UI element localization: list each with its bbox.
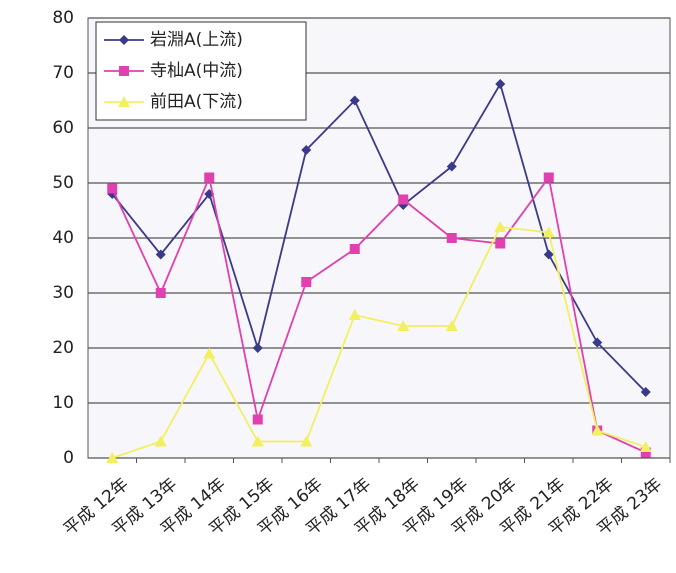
marker [640, 447, 651, 458]
marker [592, 337, 603, 348]
marker [640, 387, 651, 397]
legend-label: 岩淵A(上流) [150, 30, 243, 50]
marker [251, 435, 264, 447]
marker [639, 441, 652, 452]
y-tick-label: 0 [63, 448, 74, 468]
marker [301, 145, 312, 155]
marker [446, 161, 457, 172]
y-tick-label: 50 [52, 173, 74, 193]
marker [252, 414, 263, 425]
y-tick-label: 20 [52, 338, 74, 358]
marker [349, 244, 360, 254]
legend-label: 前田A(下流) [150, 92, 243, 112]
marker [119, 66, 129, 76]
marker [542, 226, 555, 238]
y-tick-label: 10 [52, 393, 74, 413]
y-tick-label: 40 [52, 228, 74, 248]
legend-label: 寺杣A(中流) [150, 61, 243, 81]
marker [543, 172, 554, 183]
marker [300, 435, 313, 447]
marker [107, 183, 118, 194]
marker [445, 320, 458, 331]
marker [494, 221, 507, 232]
marker [398, 194, 409, 205]
y-tick-label: 70 [52, 63, 74, 83]
marker [446, 233, 457, 243]
y-tick-label: 60 [52, 118, 74, 138]
marker [118, 96, 130, 107]
marker [252, 343, 263, 353]
marker [154, 435, 167, 447]
marker [495, 238, 506, 249]
y-tick-label: 80 [52, 8, 74, 28]
legend: 岩淵A(上流) 寺杣A(中流) 前田A(下流) [95, 21, 307, 121]
marker [301, 277, 312, 287]
marker [203, 347, 216, 359]
marker [155, 249, 166, 260]
marker [204, 172, 215, 183]
series-line [111, 174, 647, 454]
marker [119, 35, 129, 45]
series-line [111, 226, 647, 459]
marker [155, 288, 166, 298]
marker [495, 79, 506, 89]
marker [349, 95, 360, 106]
marker [348, 309, 361, 320]
marker [106, 452, 119, 463]
marker [397, 320, 410, 331]
marker [591, 424, 604, 436]
marker [543, 249, 554, 260]
y-tick-label: 30 [52, 283, 74, 303]
